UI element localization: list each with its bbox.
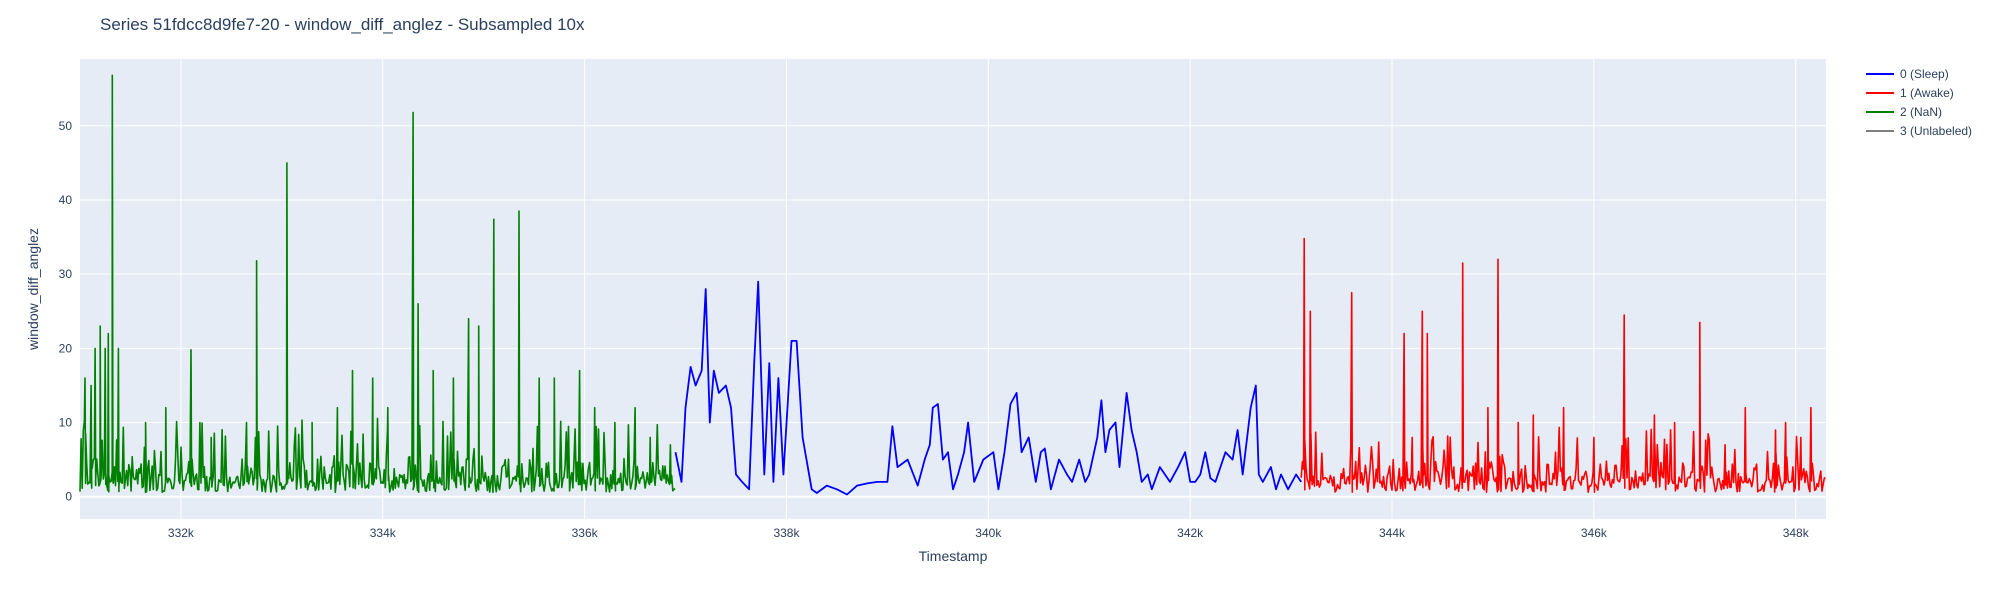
y-tick-label: 30 xyxy=(59,267,73,281)
y-axis-ticks: 0 10 20 30 40 50 xyxy=(59,119,73,504)
series-line xyxy=(1300,237,1826,493)
x-tick-label: 346k xyxy=(1581,526,1608,540)
legend-label: 1 (Awake) xyxy=(1900,86,1954,100)
series-line xyxy=(674,280,1302,496)
chart-title: Series 51fdcc8d9fe7-20 - window_diff_ang… xyxy=(100,15,585,34)
y-tick-label: 50 xyxy=(59,119,73,133)
legend-item[interactable]: 0 (Sleep) xyxy=(1866,67,1949,81)
legend-label: 0 (Sleep) xyxy=(1900,67,1949,81)
y-tick-label: 40 xyxy=(59,193,73,207)
grid xyxy=(80,59,1826,519)
plot-background xyxy=(80,59,1826,519)
series-line xyxy=(79,74,676,494)
legend-item[interactable]: 1 (Awake) xyxy=(1866,86,1954,100)
x-axis-title: Timestamp xyxy=(919,548,988,564)
legend-item[interactable]: 3 (Unlabeled) xyxy=(1866,124,1972,138)
x-tick-label: 332k xyxy=(168,526,195,540)
y-axis-title: window_diff_anglez xyxy=(25,228,41,351)
x-tick-label: 348k xyxy=(1783,526,1810,540)
series-lines xyxy=(79,74,1826,496)
legend[interactable]: 0 (Sleep) 1 (Awake) 2 (NaN) 3 (Unlabeled) xyxy=(1866,67,1972,138)
x-axis-ticks: 332k 334k 336k 338k 340k 342k 344k 346k 348k xyxy=(168,526,1810,540)
legend-label: 2 (NaN) xyxy=(1900,105,1942,119)
y-tick-label: 0 xyxy=(65,490,72,504)
y-tick-label: 20 xyxy=(59,341,73,355)
x-tick-label: 336k xyxy=(572,526,599,540)
x-tick-label: 344k xyxy=(1379,526,1406,540)
legend-label: 3 (Unlabeled) xyxy=(1900,124,1972,138)
y-tick-label: 10 xyxy=(59,416,73,430)
x-tick-label: 338k xyxy=(773,526,800,540)
x-tick-label: 334k xyxy=(370,526,397,540)
x-tick-label: 342k xyxy=(1177,526,1204,540)
legend-item[interactable]: 2 (NaN) xyxy=(1866,105,1942,119)
x-tick-label: 340k xyxy=(975,526,1002,540)
